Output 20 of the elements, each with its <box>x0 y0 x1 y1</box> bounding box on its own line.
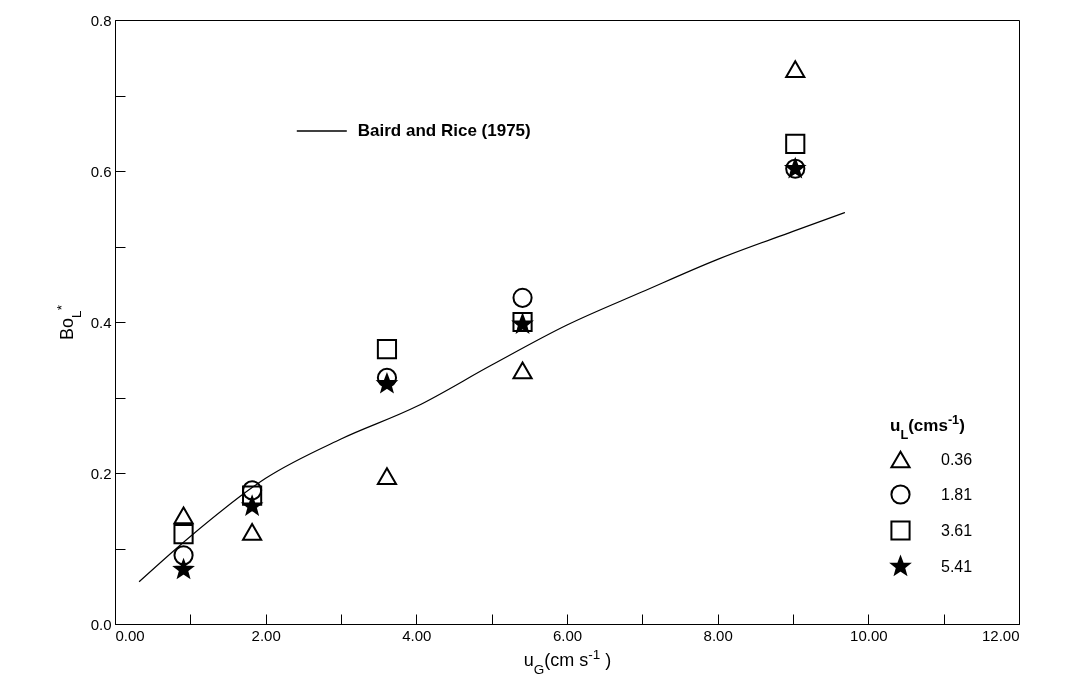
y-tick-label: 0.2 <box>90 464 112 482</box>
x-tick-label: 6.00 <box>552 626 583 644</box>
legend-label: 5.41 <box>941 557 973 575</box>
legend-label: 1.81 <box>941 485 973 503</box>
y-tick-label: 0.6 <box>90 162 112 180</box>
legend-label: 0.36 <box>941 450 973 468</box>
legend-label: Baird and Rice (1975) <box>357 121 531 140</box>
x-tick-label: 10.00 <box>850 626 888 644</box>
y-tick-label: 0.8 <box>90 11 112 29</box>
line-series <box>138 211 846 583</box>
x-tick-label: 2.00 <box>251 626 281 644</box>
x-tick-label: 12.00 <box>981 626 1020 644</box>
x-tick-label: 4.00 <box>402 626 432 644</box>
y-tick-label: 0.0 <box>90 615 112 633</box>
y-tick-label: 0.4 <box>90 313 112 331</box>
legend-label: 3.61 <box>941 521 973 539</box>
x-axis-title: u$_{G}$(cm s$^{-1}$ ) <box>523 646 612 676</box>
legend-title: u$_{L}$(cms$^{-1}$) <box>890 411 965 442</box>
x-tick-label: 0.00 <box>115 626 145 644</box>
x-tick-label: 8.00 <box>703 626 733 644</box>
